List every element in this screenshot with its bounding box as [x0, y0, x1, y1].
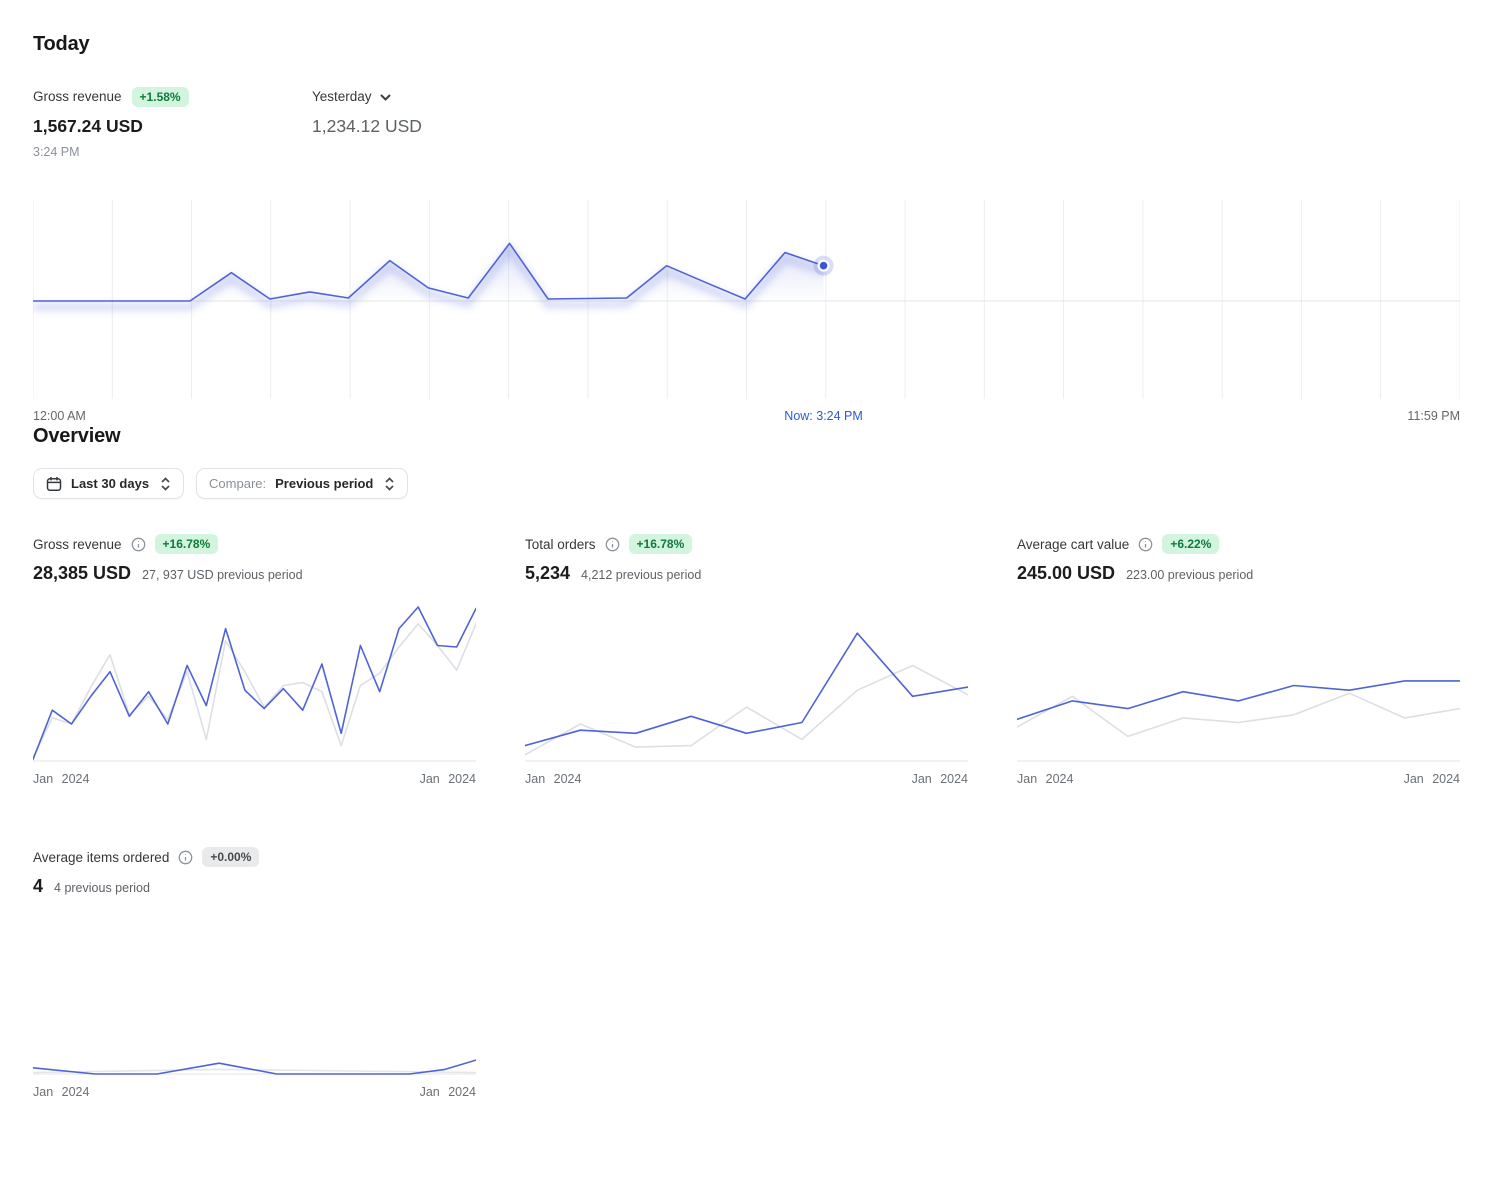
- card-previous-period: 4,212 previous period: [581, 568, 702, 582]
- card-label: Average cart value: [1017, 536, 1130, 552]
- metric-card-average-items-ordered: Average items ordered +0.00% 4 4 previou…: [33, 847, 476, 1099]
- as-of-time: 3:24 PM: [33, 145, 80, 159]
- overview-controls: Last 30 days Compare: Previous period: [33, 468, 1460, 499]
- gross-revenue-change-badge: +1.58%: [131, 86, 189, 107]
- axis-end-label: Jan 2024: [1403, 772, 1460, 786]
- today-revenue-chart-canvas[interactable]: [33, 200, 1460, 399]
- axis-start-label: Jan 2024: [1017, 772, 1074, 786]
- axis-end-label: Jan 2024: [911, 772, 968, 786]
- card-previous-period: 4 previous period: [54, 881, 150, 895]
- yesterday-value: 1,234.12 USD: [312, 116, 422, 136]
- today-metrics-row: Gross revenue +1.58% 1,567.24 USD 3:24 P…: [33, 86, 1460, 159]
- compare-prefix: Compare:: [209, 476, 267, 491]
- date-range-button[interactable]: Last 30 days: [33, 468, 185, 499]
- axis-start-label: Jan 2024: [33, 1085, 90, 1099]
- overview-heading: Overview: [33, 425, 121, 447]
- yesterday-label: Yesterday: [312, 89, 372, 104]
- gross-revenue-trend-chart[interactable]: [33, 605, 476, 763]
- axis-now-label: Now: 3:24 PM: [784, 409, 863, 423]
- today-chart-x-axis: 12:00 AM Now: 3:24 PM 11:59 PM: [33, 409, 1460, 425]
- card-x-axis: Jan 2024 Jan 2024: [33, 772, 476, 786]
- compare-value: Previous period: [275, 476, 374, 491]
- card-value: 4: [33, 876, 44, 896]
- change-badge: +16.78%: [628, 534, 693, 554]
- axis-end-label: Jan 2024: [419, 1085, 476, 1099]
- card-value: 245.00 USD: [1017, 563, 1116, 583]
- average-items-ordered-trend-chart[interactable]: [33, 918, 476, 1076]
- card-value: 5,234: [525, 563, 571, 583]
- analytics-dashboard: Today Gross revenue +1.58% 1,567.24 USD …: [33, 33, 1460, 1099]
- select-updown-icon: [385, 476, 395, 491]
- card-label: Total orders: [525, 536, 596, 552]
- chevron-down-icon: [379, 94, 391, 101]
- axis-end-label: Jan 2024: [419, 772, 476, 786]
- axis-end-label: 11:59 PM: [1407, 409, 1460, 423]
- change-badge: +0.00%: [202, 847, 260, 867]
- info-icon[interactable]: [605, 537, 620, 552]
- average-cart-value-trend-chart[interactable]: [1017, 605, 1460, 763]
- info-icon[interactable]: [1138, 537, 1153, 552]
- gross-revenue-value: 1,567.24 USD: [33, 116, 143, 136]
- total-orders-trend-chart[interactable]: [525, 605, 968, 763]
- info-icon[interactable]: [131, 537, 146, 552]
- today-revenue-chart: 12:00 AM Now: 3:24 PM 11:59 PM: [33, 200, 1460, 425]
- overview-metric-cards: Gross revenue +16.78% 28,385 USD 27, 937…: [33, 534, 1460, 1099]
- metric-card-gross-revenue: Gross revenue +16.78% 28,385 USD 27, 937…: [33, 534, 476, 786]
- yesterday-dropdown[interactable]: Yesterday: [312, 87, 391, 106]
- yesterday-compare-metric: Yesterday 1,234.12 USD: [312, 87, 422, 159]
- change-badge: +16.78%: [154, 534, 219, 554]
- select-updown-icon: [161, 476, 170, 491]
- axis-start-label: 12:00 AM: [33, 409, 86, 423]
- card-value: 28,385 USD: [33, 563, 132, 583]
- metric-card-average-cart-value: Average cart value +6.22% 245.00 USD 223…: [1017, 534, 1460, 786]
- card-x-axis: Jan 2024 Jan 2024: [525, 772, 968, 786]
- metric-card-total-orders: Total orders +16.78% 5,234 4,212 previou…: [525, 534, 968, 786]
- card-previous-period: 27, 937 USD previous period: [142, 568, 303, 582]
- axis-start-label: Jan 2024: [525, 772, 582, 786]
- gross-revenue-label: Gross revenue: [33, 89, 122, 104]
- info-icon[interactable]: [178, 850, 193, 865]
- date-range-value: Last 30 days: [71, 476, 150, 491]
- card-label: Average items ordered: [33, 849, 170, 865]
- axis-start-label: Jan 2024: [33, 772, 90, 786]
- card-x-axis: Jan 2024 Jan 2024: [1017, 772, 1460, 786]
- change-badge: +6.22%: [1162, 534, 1220, 554]
- today-heading: Today: [33, 33, 90, 55]
- calendar-icon: [46, 476, 62, 491]
- compare-select-button[interactable]: Compare: Previous period: [196, 468, 409, 499]
- card-x-axis: Jan 2024 Jan 2024: [33, 1085, 476, 1099]
- card-label: Gross revenue: [33, 536, 122, 552]
- today-gross-revenue-metric: Gross revenue +1.58% 1,567.24 USD 3:24 P…: [33, 86, 312, 159]
- card-previous-period: 223.00 previous period: [1126, 568, 1254, 582]
